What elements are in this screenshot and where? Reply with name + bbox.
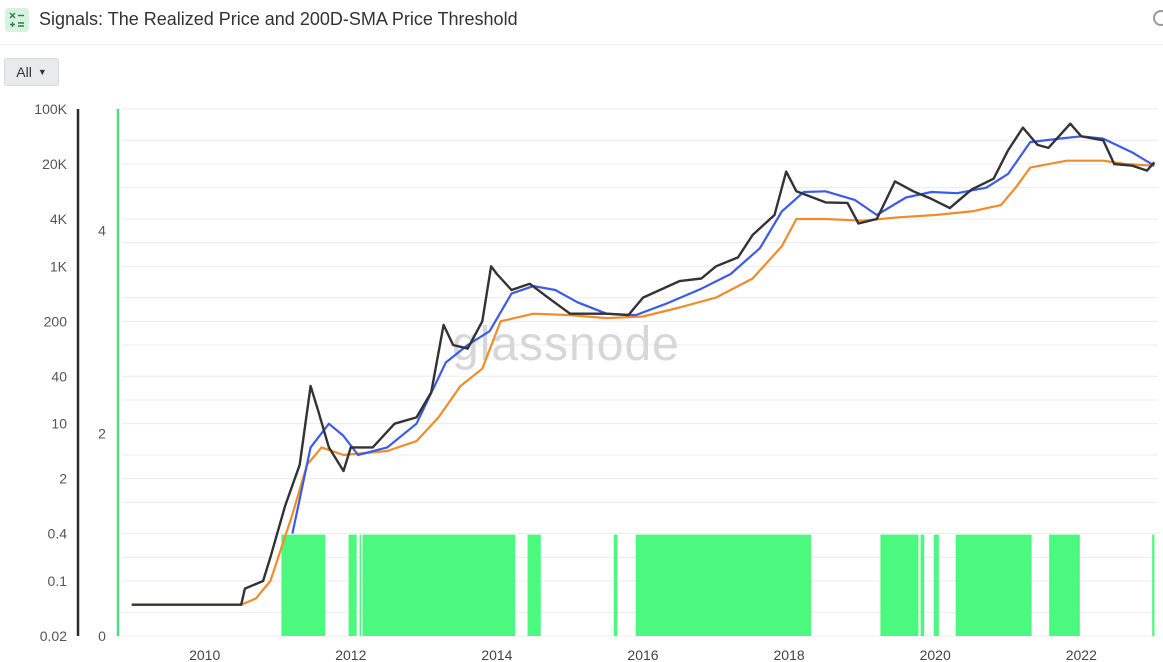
price-line [131, 122, 1156, 606]
signal-bar [362, 534, 516, 636]
signal-bar [1152, 534, 1155, 636]
signal-bar [880, 534, 919, 636]
signal-bar [359, 534, 362, 636]
sma200-line [291, 135, 1155, 534]
chart-header: Signals: The Realized Price and 200D-SMA… [0, 0, 1163, 45]
signal-bar [281, 534, 326, 636]
x-tick-label: 2020 [920, 647, 951, 662]
caret-down-icon: ▼ [37, 67, 47, 77]
settings-icon[interactable] [1153, 10, 1163, 26]
x-tick-label: 2018 [774, 647, 805, 662]
y-tick-label: 4K [50, 211, 68, 227]
grid-lines [122, 108, 1158, 637]
y-axis-labels: 100K 20K 4K 1K 200 40 10 2 0.4 0.1 0.02 [34, 101, 67, 644]
signal-bar [920, 534, 925, 636]
y-tick-label: 10 [51, 416, 67, 432]
signal-bar [955, 534, 1032, 636]
realized-price-line [131, 159, 1155, 606]
y-tick-label: 0.1 [48, 573, 68, 589]
y-tick-label: 0.02 [40, 628, 67, 644]
signal-bar [635, 534, 812, 636]
line-series [131, 122, 1156, 606]
page-title: Signals: The Realized Price and 200D-SMA… [39, 9, 518, 29]
signal-bar [613, 534, 618, 636]
calculator-icon [5, 8, 29, 32]
y-tick-label: 40 [51, 368, 67, 384]
range-selector-label: All [16, 64, 32, 80]
signal-axis-labels: 4 2 0 [98, 223, 106, 644]
x-tick-label: 2022 [1066, 647, 1097, 662]
signal-bar [348, 534, 357, 636]
y-tick-label: 1K [50, 258, 68, 274]
y-tick-label: 20K [42, 156, 68, 172]
x-tick-label: 2012 [335, 647, 366, 662]
y-tick-label: 100K [34, 101, 67, 117]
y-tick-label: 2 [59, 471, 67, 487]
y-tick-label: 0.4 [48, 526, 68, 542]
x-tick-label: 2016 [627, 647, 658, 662]
signal-bar [527, 534, 541, 636]
x-axis-labels: 2010 2012 2014 2016 2018 2020 2022 [189, 647, 1097, 662]
signal-tick-label: 4 [98, 223, 106, 239]
signal-tick-label: 2 [98, 425, 106, 441]
y-tick-label: 200 [44, 313, 68, 329]
signal-bar [1049, 534, 1080, 636]
signal-tick-label: 0 [98, 628, 106, 644]
x-tick-label: 2014 [481, 647, 512, 662]
signal-bar [933, 534, 939, 636]
range-selector-button[interactable]: All ▼ [4, 58, 59, 86]
watermark: glassnode [452, 318, 680, 371]
signal-series [281, 534, 1155, 636]
x-tick-label: 2010 [189, 647, 220, 662]
chart-area: glassnode 100K20K4K1K200401020.40.10.02 … [34, 101, 1158, 662]
